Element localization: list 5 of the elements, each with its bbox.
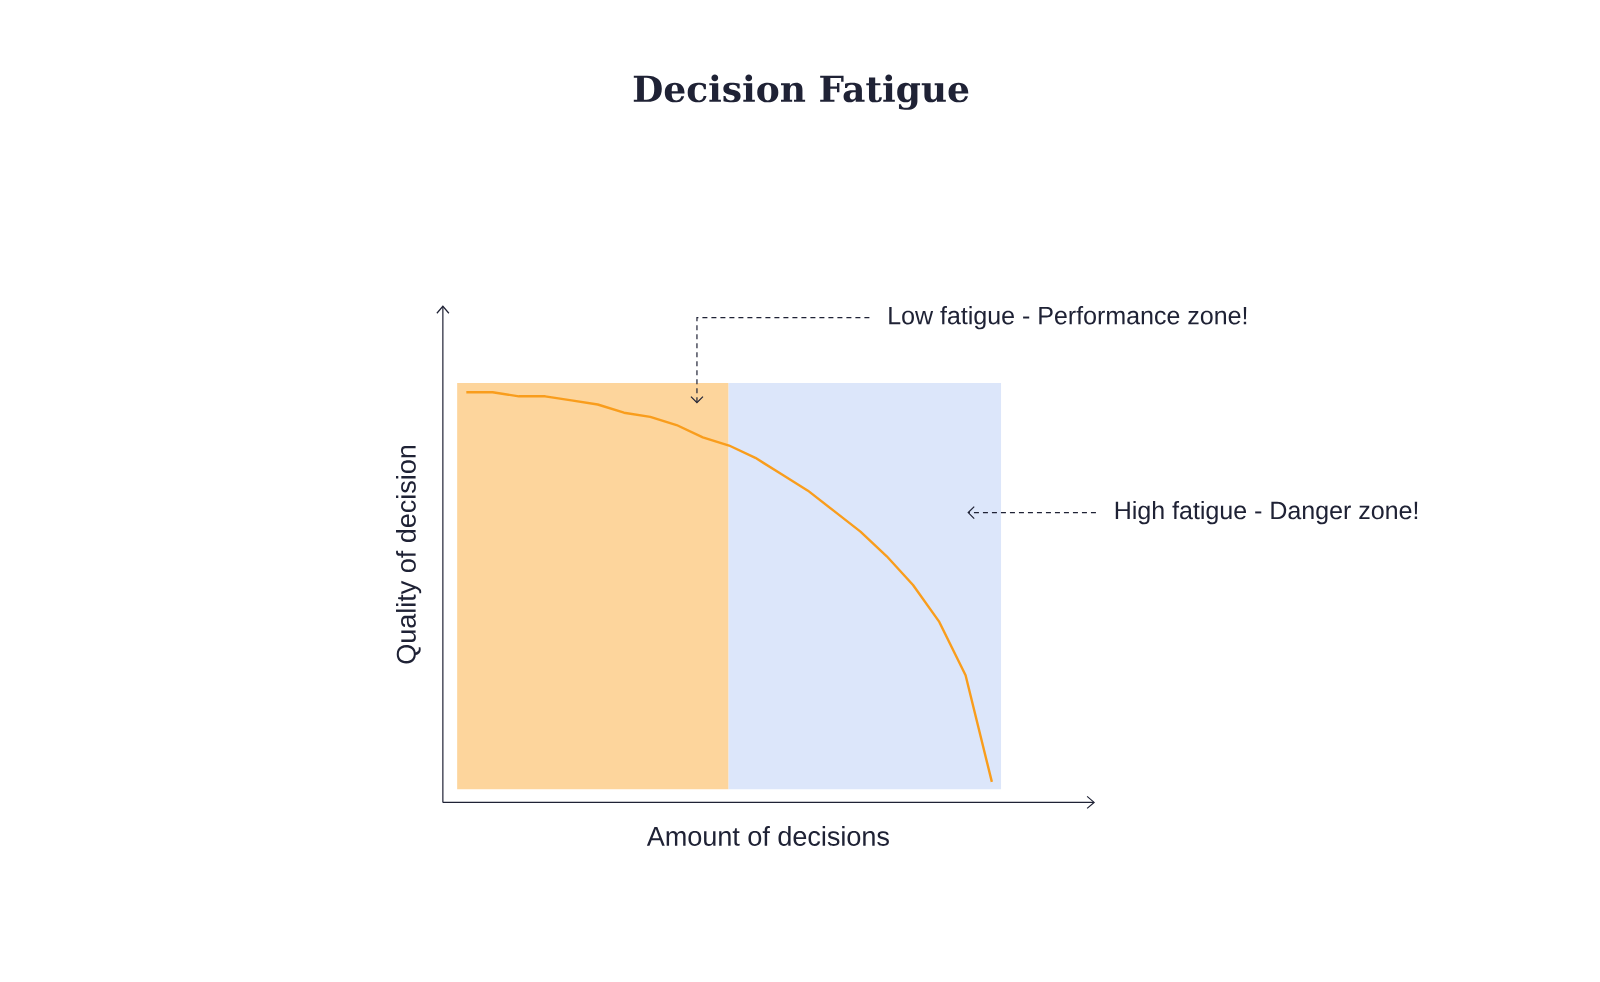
y-axis-title: Quality of decision [396,445,422,664]
chart-title: Decision Fatigue [633,74,969,110]
x-axis-title: Amount of decisions [646,826,889,846]
text: Low fatigue - Performance zone! [889,306,1247,330]
text: High fatigue - Danger zone! [1115,500,1418,525]
